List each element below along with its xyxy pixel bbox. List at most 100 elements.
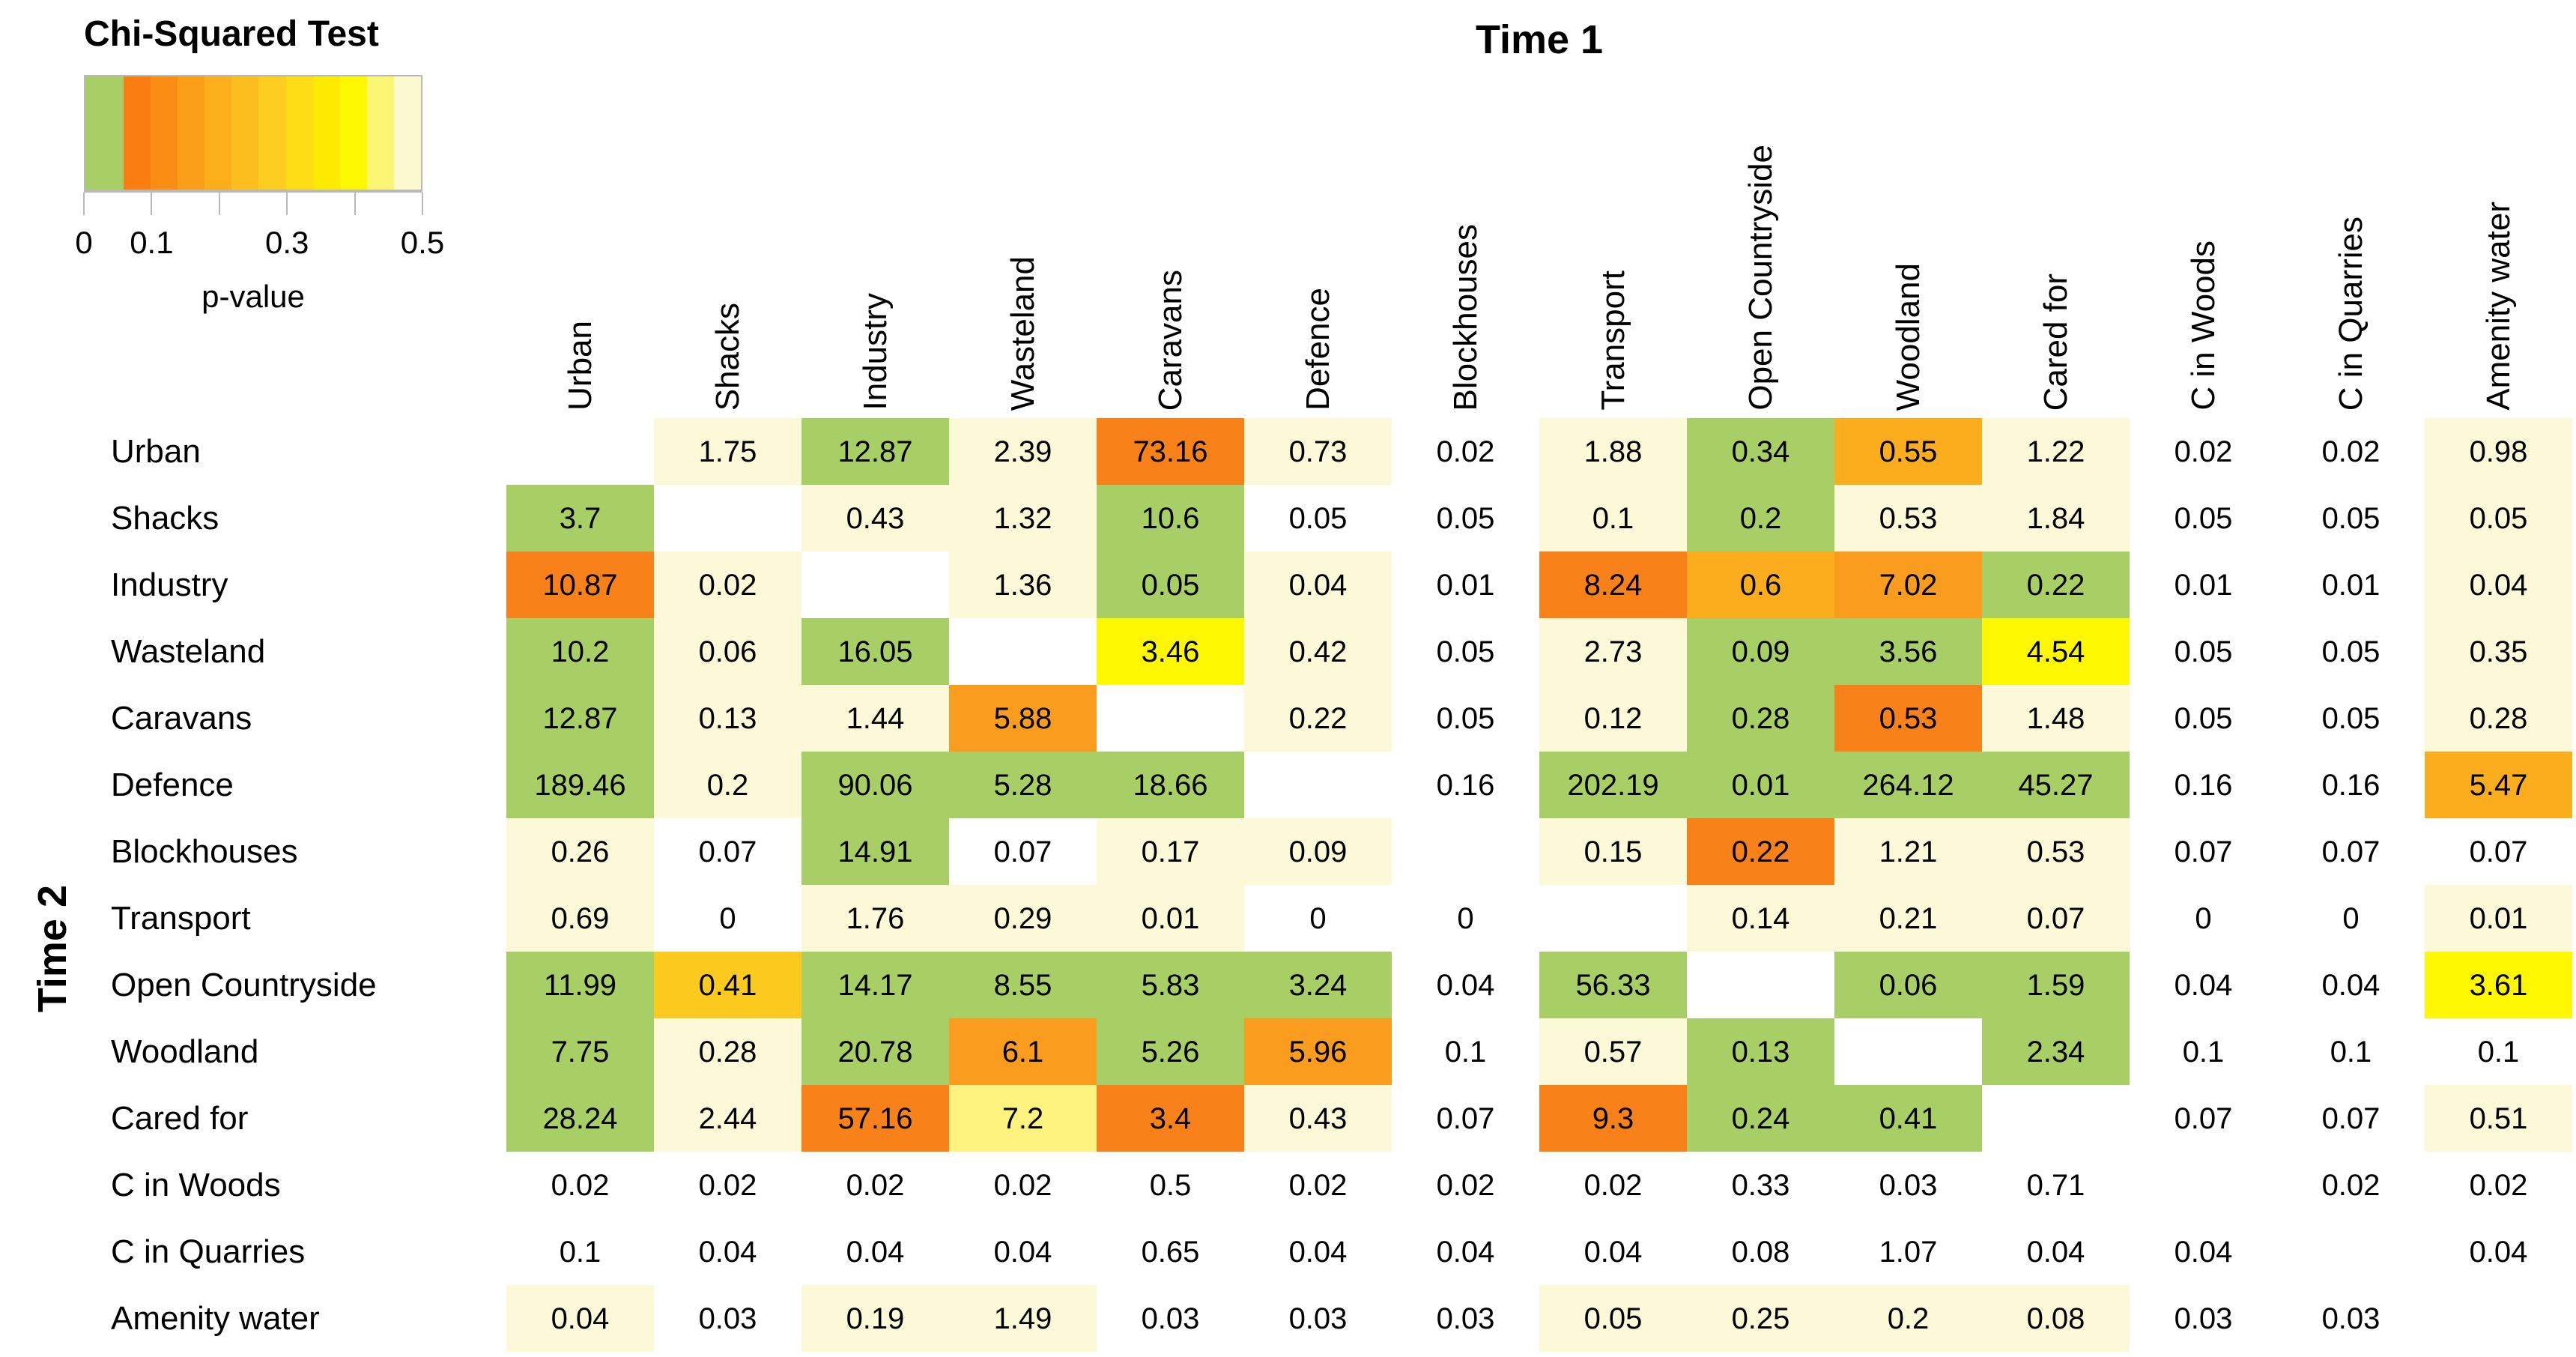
- matrix-cell: 0.22: [1982, 551, 2130, 618]
- matrix-cell: 2.73: [1539, 618, 1687, 685]
- matrix-cell: 0.05: [2425, 485, 2572, 551]
- matrix-cell: 5.88: [949, 685, 1097, 752]
- matrix-cell: 0.06: [654, 618, 801, 685]
- matrix-cell: 8.24: [1539, 551, 1687, 618]
- matrix-cell: 0.22: [1244, 685, 1392, 752]
- matrix-cell: 0.04: [2425, 1218, 2572, 1285]
- matrix-cell: 0.41: [654, 952, 801, 1018]
- matrix-cell: 1.48: [1982, 685, 2130, 752]
- matrix-cell: 0.04: [2130, 1218, 2277, 1285]
- matrix-cell: 1.59: [1982, 952, 2130, 1018]
- column-header: Caravans: [1151, 269, 1189, 411]
- matrix-cell: 0.65: [1097, 1218, 1244, 1285]
- matrix-cell: 0.16: [1392, 752, 1539, 818]
- row-label: Caravans: [111, 699, 252, 737]
- matrix-cell: 0.07: [2425, 818, 2572, 885]
- matrix-cell: 0.03: [1244, 1285, 1392, 1352]
- row-label: Transport: [111, 899, 251, 937]
- row-label: Cared for: [111, 1099, 249, 1137]
- matrix-cell: 0.04: [949, 1218, 1097, 1285]
- matrix-cell: 0.1: [506, 1218, 654, 1285]
- matrix-cell: [1097, 685, 1244, 752]
- matrix-cell: 0.04: [1244, 551, 1392, 618]
- matrix-cell: 1.75: [654, 418, 801, 485]
- row-label: Blockhouses: [111, 832, 298, 870]
- matrix-cell: 0.24: [1687, 1085, 1834, 1152]
- matrix-cell: 12.87: [801, 418, 949, 485]
- matrix-cell: 2.44: [654, 1085, 801, 1152]
- matrix-cell: 0.71: [1982, 1152, 2130, 1218]
- matrix-cell: 0.07: [2130, 818, 2277, 885]
- matrix-cell: 11.99: [506, 952, 654, 1018]
- column-header: Industry: [856, 293, 894, 411]
- column-headers: Urban Shacks Industry Wasteland Caravans Defe…: [506, 0, 2572, 411]
- matrix-cell: 0.13: [1687, 1018, 1834, 1085]
- matrix-cell: 189.46: [506, 752, 654, 818]
- matrix-cell: 0: [1392, 885, 1539, 952]
- matrix-cell: 1.44: [801, 685, 949, 752]
- legend-axis-line: [83, 191, 423, 218]
- matrix-cell: 0.2: [654, 752, 801, 818]
- matrix-cell: 28.24: [506, 1085, 654, 1152]
- matrix-cell: 0.02: [2130, 418, 2277, 485]
- legend-tick: [218, 193, 220, 215]
- matrix-cell: 73.16: [1097, 418, 1244, 485]
- matrix-cell: 0.05: [2277, 618, 2425, 685]
- matrix-cell: 0.6: [1687, 551, 1834, 618]
- matrix-cell: 202.19: [1539, 752, 1687, 818]
- matrix-cell: 7.75: [506, 1018, 654, 1085]
- matrix-cell: 0.04: [654, 1218, 801, 1285]
- matrix-cell: 0.42: [1244, 618, 1392, 685]
- matrix-cell: 0.43: [1244, 1085, 1392, 1152]
- matrix-cell: 0.28: [654, 1018, 801, 1085]
- matrix-cell: 0.05: [2277, 485, 2425, 551]
- matrix-cell: [1687, 952, 1834, 1018]
- matrix-cell: 0.19: [801, 1285, 949, 1352]
- matrix-cell: 0.16: [2277, 752, 2425, 818]
- matrix-cell: 2.39: [949, 418, 1097, 485]
- matrix-cell: 0.1: [2425, 1018, 2572, 1085]
- matrix-cell: 0.53: [1834, 685, 1982, 752]
- row-label: Defence: [111, 766, 234, 803]
- matrix-cell: 0.02: [1392, 418, 1539, 485]
- matrix-cell: [506, 418, 654, 485]
- matrix-cell: 1.76: [801, 885, 949, 952]
- row-label: C in Woods: [111, 1166, 281, 1203]
- matrix-cell: 14.17: [801, 952, 949, 1018]
- row-label: C in Quarries: [111, 1233, 306, 1270]
- legend-segment: [231, 76, 259, 190]
- legend-segment: [393, 76, 421, 190]
- row-labels: Urban Shacks Industry Wasteland Caravans Defe…: [111, 418, 500, 1352]
- matrix-cell: 0.05: [1392, 685, 1539, 752]
- columns-axis-title: Time 1: [1475, 17, 1604, 62]
- legend-segment: [204, 76, 232, 190]
- legend-tick: [422, 193, 423, 215]
- legend-segment: [312, 76, 340, 190]
- matrix-cell: 0.69: [506, 885, 654, 952]
- matrix-cell: 5.28: [949, 752, 1097, 818]
- matrix-cell: 0.51: [2425, 1085, 2572, 1152]
- legend-tick: [83, 193, 85, 215]
- matrix-cell: 0.57: [1539, 1018, 1687, 1085]
- matrix-cell: 1.21: [1834, 818, 1982, 885]
- matrix-cell: 1.07: [1834, 1218, 1982, 1285]
- matrix-cell: 0.02: [2425, 1152, 2572, 1218]
- column-header: C in Quarries: [2332, 216, 2369, 411]
- matrix-cell: 0.22: [1687, 818, 1834, 885]
- matrix-cell: 0.05: [2130, 685, 2277, 752]
- matrix-cell: 3.4: [1097, 1085, 1244, 1152]
- legend-tick: [354, 193, 356, 215]
- matrix-cell: 0.1: [2130, 1018, 2277, 1085]
- matrix-cell: [2425, 1285, 2572, 1352]
- matrix-cell: 16.05: [801, 618, 949, 685]
- matrix-cell: 0.16: [2130, 752, 2277, 818]
- matrix-cell: 0.53: [1982, 818, 2130, 885]
- matrix-cell: 3.7: [506, 485, 654, 551]
- matrix-cell: 5.47: [2425, 752, 2572, 818]
- matrix-cell: 0.05: [1539, 1285, 1687, 1352]
- matrix-cell: 0.1: [1539, 485, 1687, 551]
- matrix-cell: 0.13: [654, 685, 801, 752]
- matrix-cell: [801, 551, 949, 618]
- matrix-cell: 0.26: [506, 818, 654, 885]
- column-header: Urban: [561, 321, 598, 411]
